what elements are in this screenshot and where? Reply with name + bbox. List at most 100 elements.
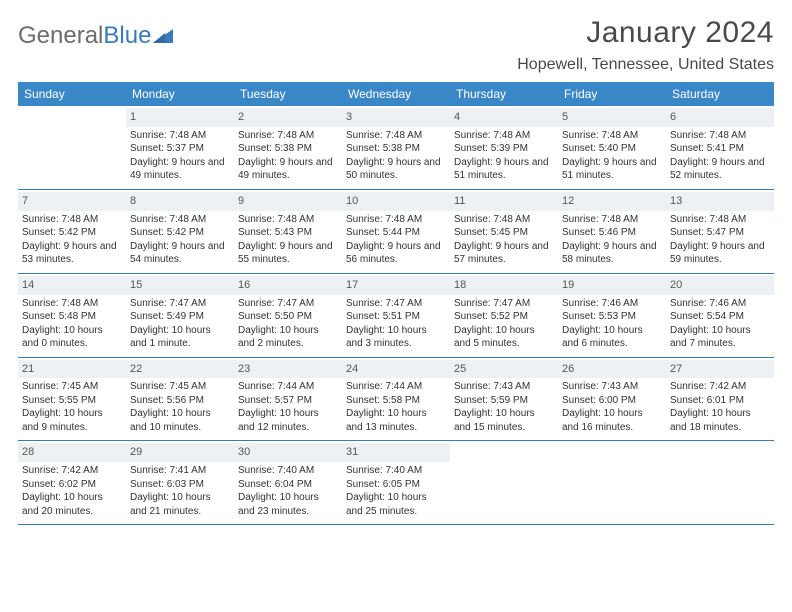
sunrise-text: Sunrise: 7:48 AM bbox=[238, 213, 338, 227]
day-cell: 19Sunrise: 7:46 AMSunset: 5:53 PMDayligh… bbox=[558, 274, 666, 357]
day-cell: 16Sunrise: 7:47 AMSunset: 5:50 PMDayligh… bbox=[234, 274, 342, 357]
daylight-text: Daylight: 9 hours and 53 minutes. bbox=[22, 240, 122, 267]
sunset-text: Sunset: 5:51 PM bbox=[346, 310, 446, 324]
day-cell: 13Sunrise: 7:48 AMSunset: 5:47 PMDayligh… bbox=[666, 190, 774, 273]
sunset-text: Sunset: 5:49 PM bbox=[130, 310, 230, 324]
sunset-text: Sunset: 5:38 PM bbox=[238, 142, 338, 156]
daylight-text: Daylight: 9 hours and 55 minutes. bbox=[238, 240, 338, 267]
sunset-text: Sunset: 5:47 PM bbox=[670, 226, 770, 240]
daylight-text: Daylight: 10 hours and 15 minutes. bbox=[454, 407, 554, 434]
logo-text-1: General bbox=[18, 22, 103, 50]
day-number: 7 bbox=[18, 192, 126, 211]
sunrise-text: Sunrise: 7:47 AM bbox=[346, 297, 446, 311]
week-row: 7Sunrise: 7:48 AMSunset: 5:42 PMDaylight… bbox=[18, 190, 774, 274]
week-row: 28Sunrise: 7:42 AMSunset: 6:02 PMDayligh… bbox=[18, 441, 774, 525]
sunrise-text: Sunrise: 7:40 AM bbox=[238, 464, 338, 478]
sunrise-text: Sunrise: 7:40 AM bbox=[346, 464, 446, 478]
day-number: 27 bbox=[666, 360, 774, 379]
day-number: 5 bbox=[558, 108, 666, 127]
daylight-text: Daylight: 9 hours and 51 minutes. bbox=[562, 156, 662, 183]
sunset-text: Sunset: 5:38 PM bbox=[346, 142, 446, 156]
day-cell: 14Sunrise: 7:48 AMSunset: 5:48 PMDayligh… bbox=[18, 274, 126, 357]
sunset-text: Sunset: 5:56 PM bbox=[130, 394, 230, 408]
sunset-text: Sunset: 5:59 PM bbox=[454, 394, 554, 408]
sunrise-text: Sunrise: 7:48 AM bbox=[454, 213, 554, 227]
sunrise-text: Sunrise: 7:45 AM bbox=[130, 380, 230, 394]
sunrise-text: Sunrise: 7:48 AM bbox=[22, 297, 122, 311]
daylight-text: Daylight: 10 hours and 21 minutes. bbox=[130, 491, 230, 518]
day-cell: . bbox=[450, 441, 558, 524]
sunset-text: Sunset: 5:57 PM bbox=[238, 394, 338, 408]
day-number: 17 bbox=[342, 276, 450, 295]
daylight-text: Daylight: 10 hours and 6 minutes. bbox=[562, 324, 662, 351]
sunrise-text: Sunrise: 7:41 AM bbox=[130, 464, 230, 478]
logo-text-2: Blue bbox=[103, 22, 151, 50]
daylight-text: Daylight: 10 hours and 0 minutes. bbox=[22, 324, 122, 351]
day-cell: 28Sunrise: 7:42 AMSunset: 6:02 PMDayligh… bbox=[18, 441, 126, 524]
day-number: 29 bbox=[126, 443, 234, 462]
sunrise-text: Sunrise: 7:48 AM bbox=[346, 213, 446, 227]
day-cell: 21Sunrise: 7:45 AMSunset: 5:55 PMDayligh… bbox=[18, 358, 126, 441]
sunrise-text: Sunrise: 7:48 AM bbox=[670, 129, 770, 143]
daylight-text: Daylight: 9 hours and 50 minutes. bbox=[346, 156, 446, 183]
month-title: January 2024 bbox=[517, 16, 774, 50]
day-header: Wednesday bbox=[342, 82, 450, 106]
daylight-text: Daylight: 9 hours and 49 minutes. bbox=[238, 156, 338, 183]
sunrise-text: Sunrise: 7:47 AM bbox=[454, 297, 554, 311]
sunrise-text: Sunrise: 7:43 AM bbox=[454, 380, 554, 394]
day-header-row: Sunday Monday Tuesday Wednesday Thursday… bbox=[18, 82, 774, 106]
sunset-text: Sunset: 5:45 PM bbox=[454, 226, 554, 240]
sunrise-text: Sunrise: 7:48 AM bbox=[454, 129, 554, 143]
day-cell: 25Sunrise: 7:43 AMSunset: 5:59 PMDayligh… bbox=[450, 358, 558, 441]
daylight-text: Daylight: 9 hours and 58 minutes. bbox=[562, 240, 662, 267]
sunrise-text: Sunrise: 7:48 AM bbox=[130, 129, 230, 143]
week-row: 21Sunrise: 7:45 AMSunset: 5:55 PMDayligh… bbox=[18, 358, 774, 442]
day-cell: 24Sunrise: 7:44 AMSunset: 5:58 PMDayligh… bbox=[342, 358, 450, 441]
sunrise-text: Sunrise: 7:48 AM bbox=[562, 129, 662, 143]
week-row: 14Sunrise: 7:48 AMSunset: 5:48 PMDayligh… bbox=[18, 274, 774, 358]
day-cell: 12Sunrise: 7:48 AMSunset: 5:46 PMDayligh… bbox=[558, 190, 666, 273]
day-number: 23 bbox=[234, 360, 342, 379]
day-number: 24 bbox=[342, 360, 450, 379]
logo-sail-icon bbox=[153, 22, 173, 36]
daylight-text: Daylight: 10 hours and 2 minutes. bbox=[238, 324, 338, 351]
sunrise-text: Sunrise: 7:48 AM bbox=[130, 213, 230, 227]
sunrise-text: Sunrise: 7:47 AM bbox=[130, 297, 230, 311]
day-number: 9 bbox=[234, 192, 342, 211]
day-cell: 22Sunrise: 7:45 AMSunset: 5:56 PMDayligh… bbox=[126, 358, 234, 441]
sunrise-text: Sunrise: 7:45 AM bbox=[22, 380, 122, 394]
day-cell: 31Sunrise: 7:40 AMSunset: 6:05 PMDayligh… bbox=[342, 441, 450, 524]
day-number: 18 bbox=[450, 276, 558, 295]
sunrise-text: Sunrise: 7:48 AM bbox=[238, 129, 338, 143]
sunset-text: Sunset: 5:43 PM bbox=[238, 226, 338, 240]
day-cell: 29Sunrise: 7:41 AMSunset: 6:03 PMDayligh… bbox=[126, 441, 234, 524]
day-cell: 23Sunrise: 7:44 AMSunset: 5:57 PMDayligh… bbox=[234, 358, 342, 441]
sunrise-text: Sunrise: 7:46 AM bbox=[670, 297, 770, 311]
daylight-text: Daylight: 10 hours and 18 minutes. bbox=[670, 407, 770, 434]
day-number: 2 bbox=[234, 108, 342, 127]
day-number: 19 bbox=[558, 276, 666, 295]
header: GeneralBlue January 2024 Hopewell, Tenne… bbox=[18, 16, 774, 74]
sunset-text: Sunset: 5:37 PM bbox=[130, 142, 230, 156]
sunset-text: Sunset: 5:42 PM bbox=[22, 226, 122, 240]
day-number: 22 bbox=[126, 360, 234, 379]
day-number: 31 bbox=[342, 443, 450, 462]
day-number: 10 bbox=[342, 192, 450, 211]
day-cell: 30Sunrise: 7:40 AMSunset: 6:04 PMDayligh… bbox=[234, 441, 342, 524]
sunrise-text: Sunrise: 7:42 AM bbox=[22, 464, 122, 478]
day-cell: 20Sunrise: 7:46 AMSunset: 5:54 PMDayligh… bbox=[666, 274, 774, 357]
day-number: 25 bbox=[450, 360, 558, 379]
sunset-text: Sunset: 5:44 PM bbox=[346, 226, 446, 240]
daylight-text: Daylight: 9 hours and 54 minutes. bbox=[130, 240, 230, 267]
daylight-text: Daylight: 10 hours and 9 minutes. bbox=[22, 407, 122, 434]
day-cell: 11Sunrise: 7:48 AMSunset: 5:45 PMDayligh… bbox=[450, 190, 558, 273]
sunset-text: Sunset: 5:55 PM bbox=[22, 394, 122, 408]
day-cell: . bbox=[666, 441, 774, 524]
daylight-text: Daylight: 9 hours and 51 minutes. bbox=[454, 156, 554, 183]
day-cell: 26Sunrise: 7:43 AMSunset: 6:00 PMDayligh… bbox=[558, 358, 666, 441]
day-number: 20 bbox=[666, 276, 774, 295]
daylight-text: Daylight: 9 hours and 52 minutes. bbox=[670, 156, 770, 183]
day-number: 15 bbox=[126, 276, 234, 295]
day-cell: 10Sunrise: 7:48 AMSunset: 5:44 PMDayligh… bbox=[342, 190, 450, 273]
calendar: Sunday Monday Tuesday Wednesday Thursday… bbox=[18, 82, 774, 525]
